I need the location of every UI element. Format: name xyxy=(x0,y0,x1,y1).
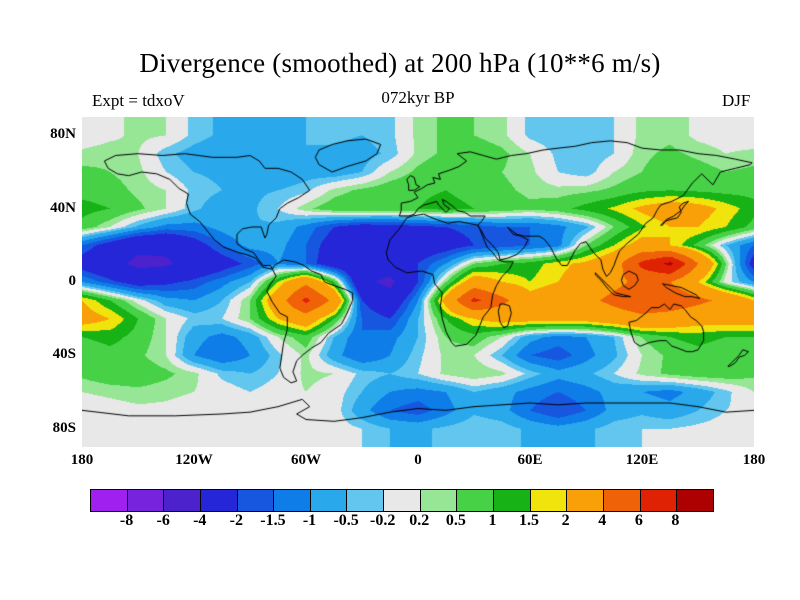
colorbar-tick-label: 8 xyxy=(671,512,680,529)
lon-tick-label: 60W xyxy=(291,452,321,468)
colorbar-tick-label: -8 xyxy=(119,512,134,529)
colorbar-segment xyxy=(419,490,457,511)
lon-tick-label: 120W xyxy=(175,452,213,468)
divergence-map xyxy=(82,117,754,447)
colorbar-tick-label: -2 xyxy=(229,512,244,529)
lon-tick-label: 60E xyxy=(517,452,543,468)
colorbar-segment xyxy=(676,490,713,511)
experiment-label: Expt = tdxoV xyxy=(92,91,185,110)
colorbar-tick-label: -0.2 xyxy=(370,512,396,529)
season-label: DJF xyxy=(722,91,751,110)
colorbar-tick-label: 0.2 xyxy=(409,512,430,529)
colorbar-tick-label: -4 xyxy=(193,512,207,529)
lat-tick-label: 40S xyxy=(52,346,76,363)
colorbar-segment xyxy=(346,490,384,511)
colorbar-swatches xyxy=(90,489,714,512)
colorbar-tick-label: 6 xyxy=(634,512,643,529)
colorbar-segment xyxy=(383,490,420,511)
colorbar-segment xyxy=(126,490,164,511)
colorbar-segment xyxy=(309,490,347,511)
colorbar-tick-label: 1 xyxy=(488,512,497,529)
colorbar-segment xyxy=(91,490,127,511)
colorbar-segment xyxy=(529,490,567,511)
lon-tick-label: 180 xyxy=(70,452,94,468)
colorbar-tick-label: 2 xyxy=(561,512,570,529)
colorbar-segment xyxy=(163,490,200,511)
colorbar-segment xyxy=(639,490,677,511)
time-label: 072kyr BP xyxy=(381,88,455,107)
chart-title: Divergence (smoothed) at 200 hPa (10**6 … xyxy=(139,48,661,78)
colorbar-tick-label: 0.5 xyxy=(445,512,466,529)
lat-tick-label: 0 xyxy=(68,273,77,289)
colorbar-segment xyxy=(236,490,274,511)
colorbar-tick-label: -1 xyxy=(302,512,317,529)
colorbar-segment xyxy=(566,490,603,511)
lat-tick-label: 40N xyxy=(50,199,76,216)
colorbar-tick-label: -6 xyxy=(156,512,170,529)
lon-tick-label: 0 xyxy=(414,452,422,468)
colorbar-labels: -8 -6 -4 -2 -1.5 -1 -0.5 -0.2 0.2 0.5 1 1.5 2 4 6 8 xyxy=(90,512,712,534)
colorbar-tick-label: 1.5 xyxy=(519,512,540,529)
colorbar-segment xyxy=(273,490,310,511)
lat-tick-label: 80S xyxy=(52,419,76,436)
colorbar-segment xyxy=(493,490,530,511)
lon-tick-label: 120E xyxy=(625,452,659,468)
colorbar-segment xyxy=(199,490,237,511)
colorbar-tick-label: 4 xyxy=(598,512,607,529)
lat-tick-label: 80N xyxy=(50,126,76,143)
lon-tick-label: 180 xyxy=(742,452,766,468)
colorbar-segment xyxy=(602,490,640,511)
colorbar-tick-label: -1.5 xyxy=(260,512,286,529)
colorbar-tick-label: -0.5 xyxy=(333,512,359,529)
colorbar-segment xyxy=(456,490,494,511)
